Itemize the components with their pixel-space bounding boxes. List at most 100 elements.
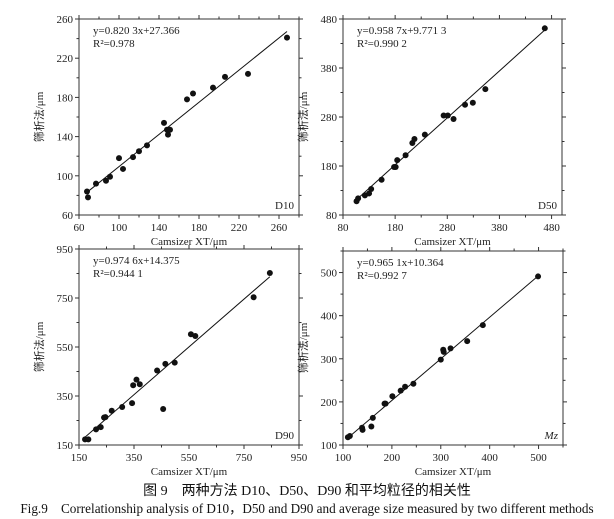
y-tick-label: 480: [321, 14, 338, 26]
x-tick-label: 280: [439, 222, 456, 234]
y-tick-label: 200: [321, 397, 338, 409]
regression-equation: y=0.820 3x+27.366: [93, 25, 180, 37]
scatter-panel-d50: 80 180 280 380 480 80 180 280 380 480 Camsizer XT/…: [296, 14, 566, 248]
y-tick-label: 550: [57, 342, 74, 354]
x-axis-label: Camsizer XT/μm: [151, 466, 228, 478]
x-tick-label: 60: [74, 222, 86, 234]
y-tick-label: 80: [326, 210, 338, 222]
data-point: [161, 119, 167, 126]
data-point: [162, 360, 169, 367]
data-point: [450, 115, 457, 122]
data-point: [116, 155, 122, 162]
data-point: [382, 400, 389, 407]
data-point: [84, 188, 90, 195]
r-squared: R²=0.978: [93, 38, 135, 50]
data-point: [266, 270, 273, 277]
data-point: [192, 332, 199, 339]
x-tick-label: 750: [236, 452, 253, 464]
data-point: [447, 345, 454, 352]
data-point: [136, 381, 143, 388]
y-tick-label: 60: [62, 210, 74, 222]
data-point: [93, 180, 99, 187]
data-point: [154, 367, 161, 374]
data-point: [136, 148, 142, 155]
y-tick-label: 300: [321, 354, 338, 366]
data-point: [210, 84, 216, 91]
data-point: [378, 176, 385, 183]
panel-label: D50: [538, 200, 557, 212]
data-point: [119, 404, 126, 411]
y-tick-label: 140: [57, 132, 74, 144]
regression-equation: y=0.974 6x+14.375: [93, 255, 180, 267]
data-point: [250, 294, 257, 301]
data-point: [397, 387, 404, 394]
data-point: [402, 383, 409, 390]
data-point: [97, 424, 104, 431]
data-point: [394, 157, 401, 164]
x-tick-label: 300: [433, 452, 450, 464]
data-point: [421, 131, 428, 138]
x-axis-label: Camsizer XT/μm: [151, 236, 228, 248]
regression-line: [86, 31, 288, 193]
data-point: [479, 322, 486, 329]
regression-equation: y=0.958 7x+9.771 3: [357, 25, 447, 37]
y-tick-label: 750: [57, 293, 74, 305]
data-point: [411, 136, 418, 143]
data-point: [392, 163, 399, 170]
caption-chinese: 图 9 两种方法 D10、D50、D90 和平均粒径的相关性: [143, 484, 471, 499]
y-tick-label: 350: [57, 391, 74, 403]
y-tick-label: 180: [321, 161, 338, 173]
x-tick-label: 950: [291, 452, 308, 464]
data-point: [245, 70, 251, 77]
data-point: [129, 400, 136, 407]
y-axis-label: 筛析法/μm: [296, 322, 310, 373]
scatter-panel-d90: 150 350 550 750 950 150 350 550 750 950 Camsizer X…: [32, 244, 308, 478]
data-point: [464, 338, 471, 345]
x-tick-label: 220: [231, 222, 248, 234]
x-tick-label: 200: [384, 452, 401, 464]
x-axis-label: Camsizer XT/μm: [415, 466, 492, 478]
data-point: [284, 34, 290, 41]
x-tick-label: 140: [151, 222, 168, 234]
data-point: [462, 101, 469, 108]
data-point: [389, 393, 396, 400]
data-point: [440, 348, 447, 355]
y-axis-label: 筛析法/μm: [32, 321, 46, 372]
scatter-panel-mz: 100 200 300 400 500 100 200 300 400 500 Camsizer X…: [296, 247, 567, 478]
data-point: [107, 173, 113, 180]
data-point: [444, 112, 451, 119]
scatter-panel-d10: 60 100 140 180 220 260 60 100 140 180 220 260 Camsiz…: [32, 14, 303, 248]
x-tick-label: 100: [111, 222, 128, 234]
data-point: [355, 195, 362, 202]
y-tick-label: 280: [321, 112, 338, 124]
data-point: [103, 177, 109, 184]
y-tick-label: 100: [57, 171, 74, 183]
panel-label: D10: [275, 200, 294, 212]
y-tick-label: 100: [321, 440, 338, 452]
data-point: [102, 414, 109, 421]
x-tick-label: 80: [338, 222, 350, 234]
y-tick-label: 220: [57, 53, 74, 65]
regression-line: [347, 275, 539, 439]
x-tick-label: 180: [387, 222, 404, 234]
y-tick-label: 150: [57, 440, 74, 452]
data-point: [93, 426, 100, 433]
data-point: [482, 86, 489, 93]
y-tick-label: 260: [57, 14, 74, 26]
y-axis-label: 筛析法/μm: [296, 91, 310, 142]
data-point: [130, 154, 136, 161]
data-point: [190, 90, 196, 97]
data-point: [222, 73, 228, 80]
data-point: [85, 436, 92, 443]
data-point: [402, 152, 409, 159]
x-tick-label: 260: [271, 222, 288, 234]
data-point: [130, 382, 137, 389]
data-point: [165, 131, 171, 138]
y-tick-label: 380: [321, 63, 338, 75]
data-point: [85, 194, 91, 201]
data-point: [167, 126, 173, 133]
x-tick-label: 150: [71, 452, 88, 464]
x-tick-label: 180: [191, 222, 208, 234]
data-point: [437, 356, 444, 363]
panel-label: Mz: [544, 430, 559, 442]
